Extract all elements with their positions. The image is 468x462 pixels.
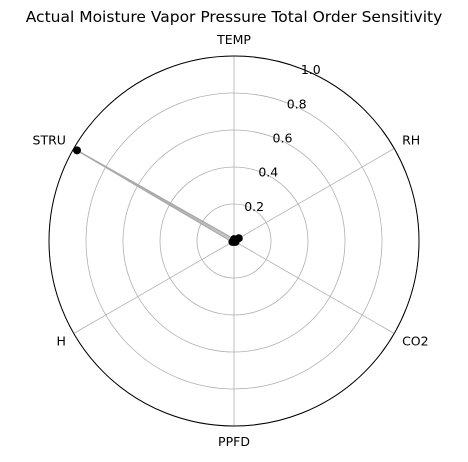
category-label: H [57, 334, 66, 349]
radial-tick-label: 1.0 [301, 62, 321, 77]
spoke-line [233, 148, 395, 242]
category-label: CO2 [402, 334, 429, 349]
spoke-line [233, 240, 395, 334]
category-label: PPFD [218, 434, 250, 449]
radial-tick-labels: 0.2 0.4 0.6 0.8 1.0 [244, 62, 321, 214]
chart-title: Actual Moisture Vapor Pressure Total Ord… [25, 8, 443, 26]
series-layer [72, 146, 243, 246]
category-label: RH [402, 133, 420, 148]
spoke-line [73, 240, 235, 334]
radial-tick-label: 0.6 [273, 130, 293, 145]
radial-tick-label: 0.4 [258, 165, 278, 180]
category-label: STRU [33, 133, 66, 148]
data-point [72, 146, 81, 155]
series-line [76, 149, 241, 243]
outer-frame [48, 55, 420, 427]
category-labels: TEMP RH CO2 PPFD H STRU [33, 32, 429, 449]
spoke-layer [73, 56, 395, 426]
radial-tick-label: 0.8 [287, 96, 307, 111]
category-label: TEMP [216, 32, 251, 47]
data-point [228, 237, 237, 246]
radial-tick-label: 0.2 [244, 199, 264, 214]
